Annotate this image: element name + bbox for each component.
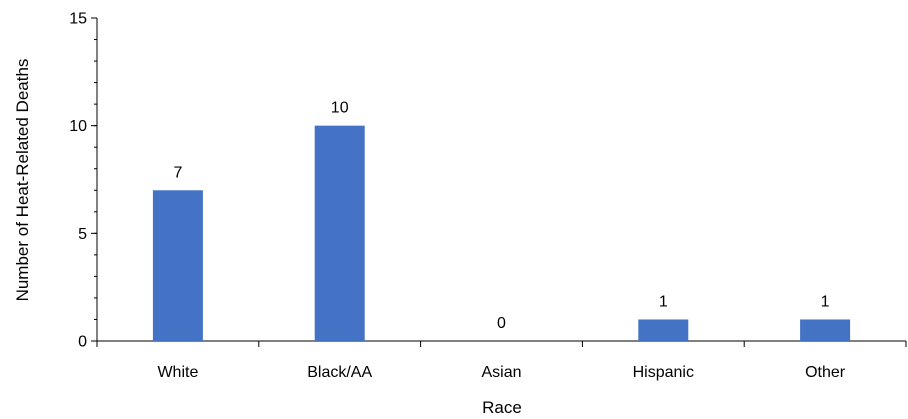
y-tick-label: 10 [69, 118, 87, 135]
data-label: 1 [659, 293, 668, 310]
y-tick-label: 0 [78, 334, 87, 351]
data-label: 1 [821, 293, 830, 310]
x-axis [96, 340, 907, 347]
bars [152, 125, 851, 342]
category-label: Asian [481, 364, 521, 381]
bar [638, 319, 689, 341]
x-axis-title: Race [482, 398, 522, 417]
category-labels: White Black/AA Asian Hispanic Other [157, 364, 845, 381]
y-tick-label: 5 [78, 226, 87, 243]
y-tick-label: 15 [69, 11, 87, 28]
category-label: Hispanic [633, 364, 694, 381]
bar [800, 319, 851, 341]
data-label: 10 [331, 100, 349, 117]
data-label: 7 [173, 164, 182, 181]
category-label: Other [805, 364, 846, 381]
bar [152, 190, 203, 341]
category-label: Black/AA [307, 364, 372, 381]
data-label: 0 [497, 315, 506, 332]
y-axis: 0 5 10 15 [69, 11, 98, 351]
bar [314, 125, 365, 342]
data-labels: 7 10 0 1 1 [173, 100, 829, 332]
category-label: White [157, 364, 198, 381]
y-axis-title: Number of Heat-Related Deaths [13, 59, 32, 302]
